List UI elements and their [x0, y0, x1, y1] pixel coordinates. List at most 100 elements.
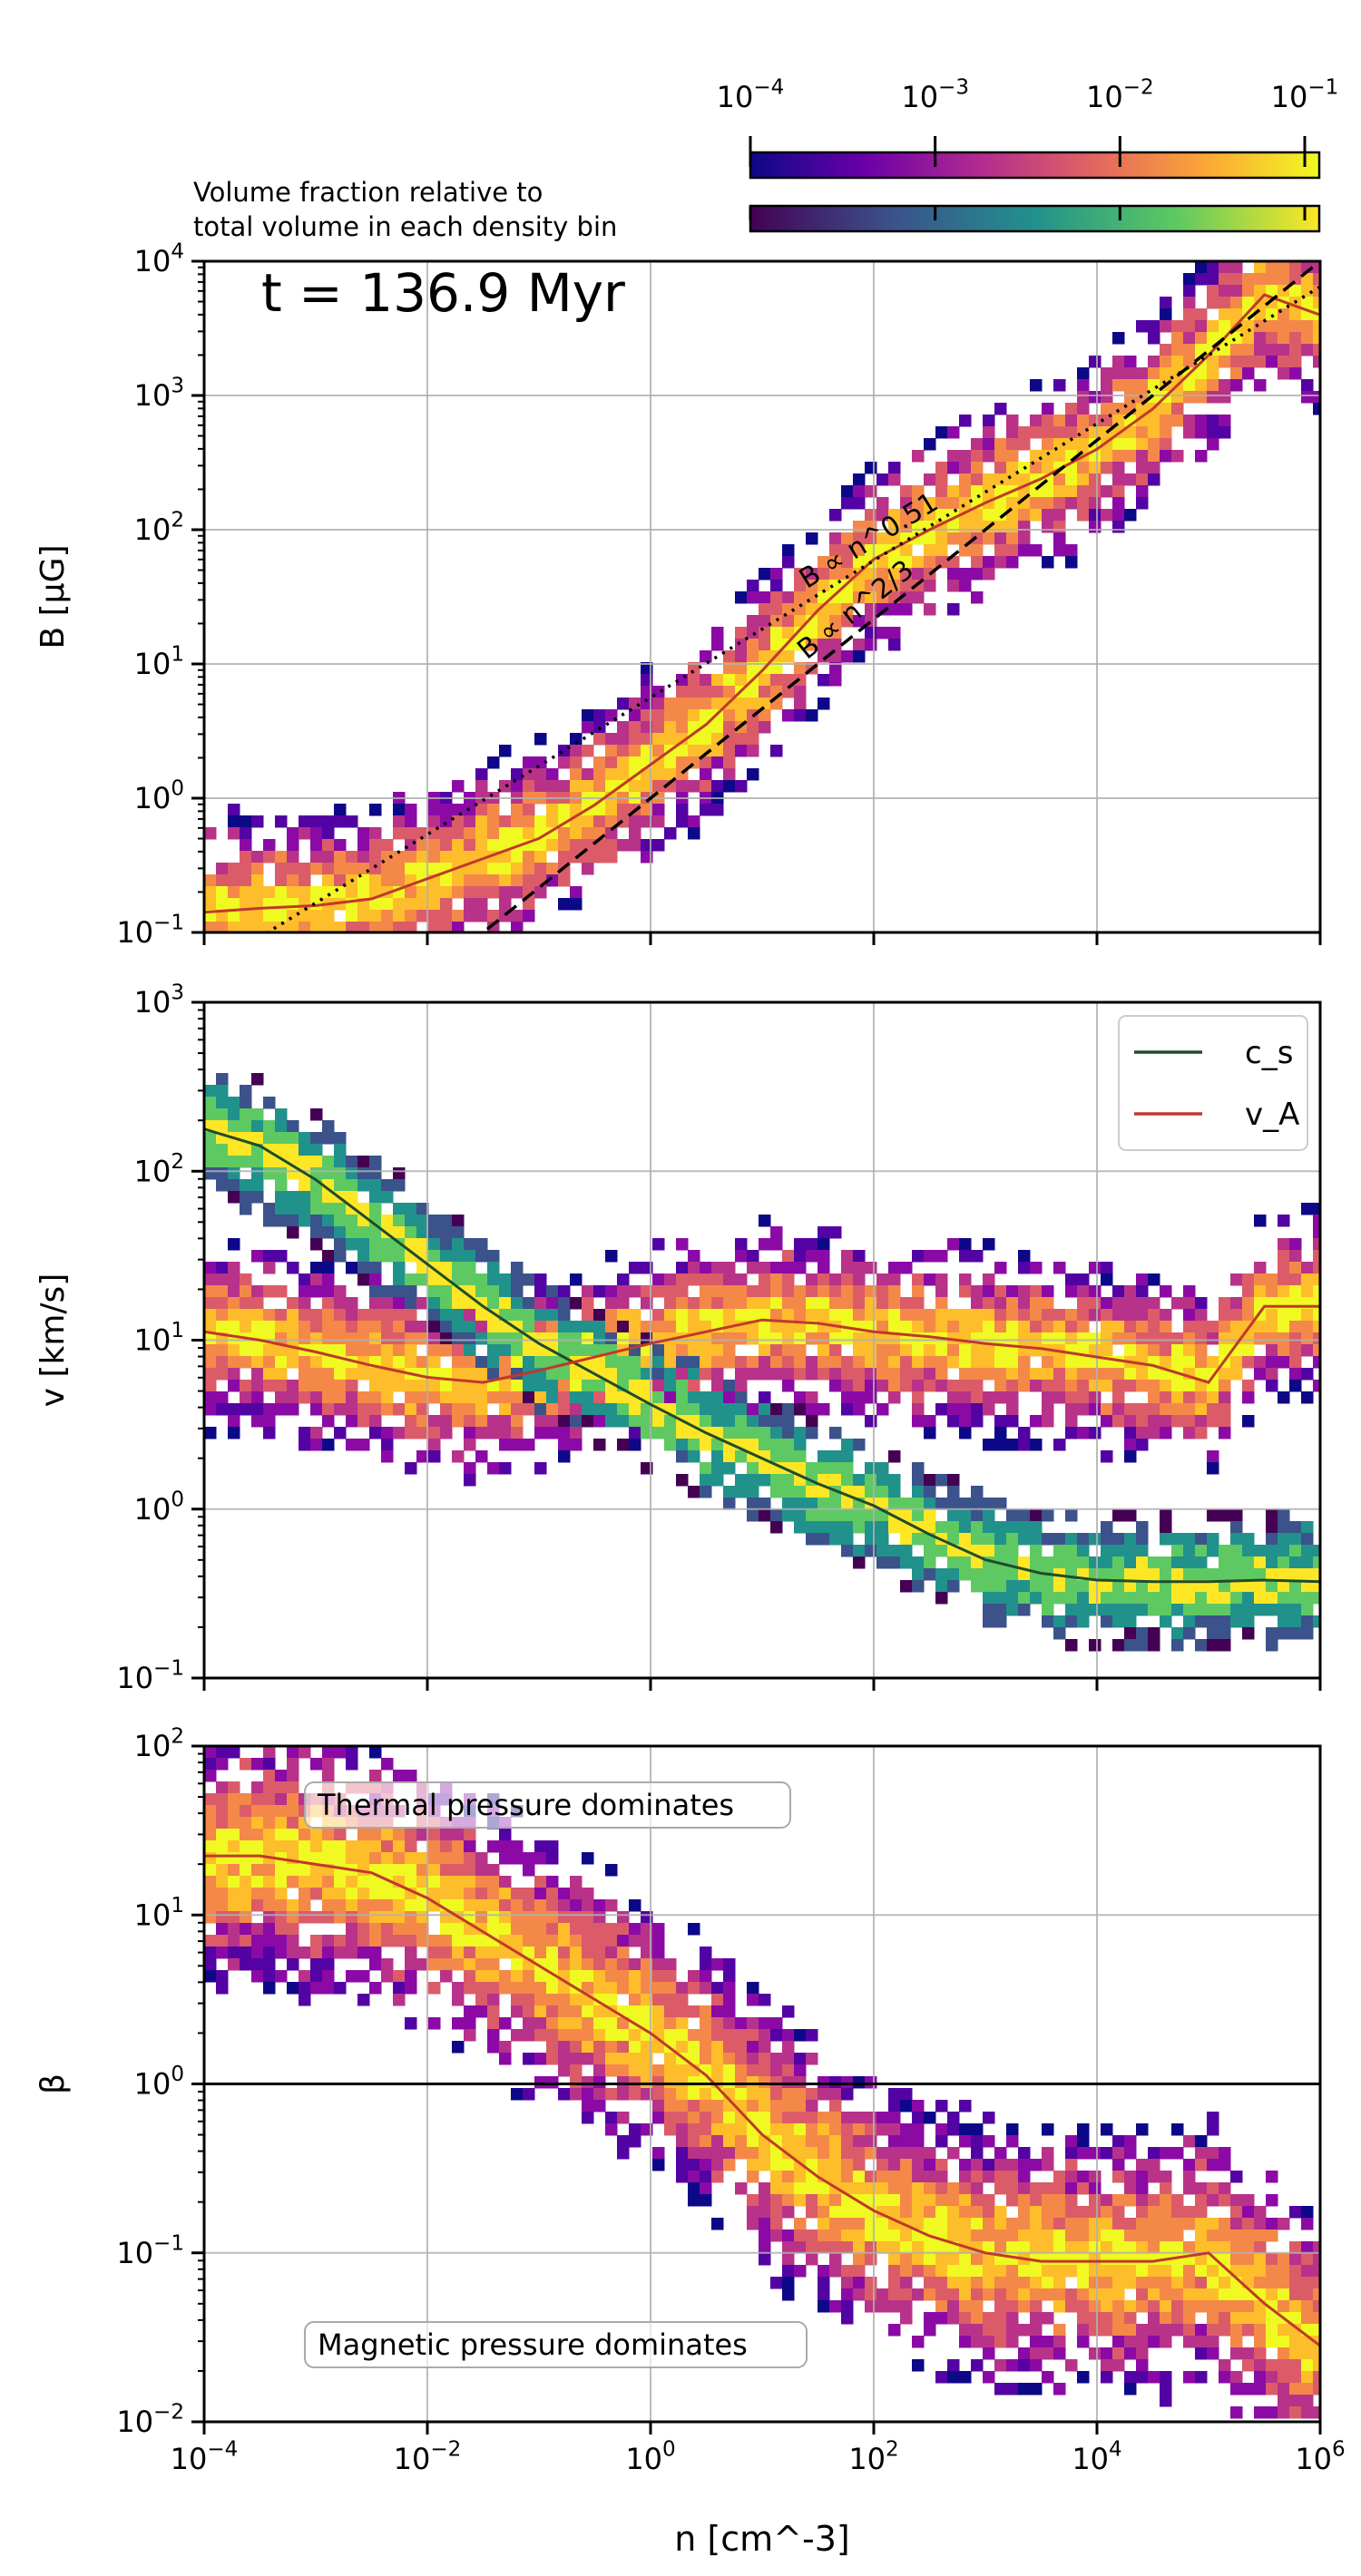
- heatmap-cell: [747, 2088, 759, 2101]
- heatmap-cell: [652, 839, 665, 852]
- heatmap-cell: [1101, 2300, 1113, 2313]
- heatmap-cell: [829, 1462, 842, 1475]
- heatmap-cell: [994, 532, 1007, 545]
- heatmap-cell: [664, 756, 677, 769]
- heatmap-cell: [759, 1439, 771, 1451]
- heatmap-cell: [487, 1262, 500, 1274]
- heatmap-cell: [487, 1368, 500, 1381]
- heatmap-cell: [1278, 1215, 1290, 1227]
- heatmap-cell: [570, 2005, 583, 2018]
- heatmap-cell: [593, 1321, 606, 1333]
- heatmap-cell: [688, 1450, 700, 1463]
- heatmap-cell: [1207, 2123, 1219, 2136]
- heatmap-cell: [1053, 1391, 1066, 1404]
- heatmap-cell: [794, 1427, 807, 1439]
- heatmap-cell: [1289, 2383, 1302, 2395]
- heatmap-cell: [841, 2123, 854, 2136]
- heatmap-cell: [1254, 2347, 1267, 2360]
- heatmap-cell: [676, 2171, 689, 2183]
- heatmap-cell: [1136, 320, 1149, 333]
- heatmap-cell: [1053, 1556, 1066, 1569]
- heatmap-cell: [1266, 2359, 1278, 2372]
- heatmap-cell: [204, 1297, 217, 1310]
- heatmap-cell: [924, 2147, 936, 2160]
- heatmap-cell: [700, 2147, 712, 2160]
- heatmap-cell: [1112, 1592, 1125, 1605]
- heatmap-cell: [287, 1403, 299, 1416]
- heatmap-cell: [228, 1120, 240, 1133]
- heatmap-cell: [440, 1888, 453, 1900]
- heatmap-cell: [794, 2053, 807, 2065]
- heatmap-cell: [334, 1899, 347, 1912]
- heatmap-cell: [853, 532, 866, 545]
- heatmap-cell: [1242, 2230, 1255, 2242]
- heatmap-cell: [700, 1285, 712, 1298]
- heatmap-cell: [1313, 1344, 1320, 1357]
- heatmap-cell: [1278, 1580, 1290, 1593]
- heatmap-cell: [1160, 1403, 1172, 1416]
- heatmap-cell: [1053, 1533, 1066, 1546]
- heatmap-cell: [228, 886, 240, 899]
- heatmap-cell: [1230, 1309, 1243, 1322]
- heatmap-cell: [688, 2076, 700, 2089]
- heatmap-cell: [841, 1356, 854, 1369]
- heatmap-cell: [334, 1344, 347, 1357]
- heatmap-cell: [1006, 1368, 1019, 1381]
- heatmap-cell: [464, 1439, 476, 1451]
- heatmap-cell: [275, 1368, 288, 1381]
- heatmap-cell: [275, 886, 288, 899]
- heatmap-cell: [747, 2100, 759, 2113]
- heatmap-cell: [994, 1332, 1007, 1345]
- heatmap-cell: [1313, 1250, 1320, 1263]
- heatmap-cell: [1266, 2277, 1278, 2289]
- heatmap-cell: [994, 2383, 1007, 2395]
- heatmap-cell: [251, 910, 264, 922]
- heatmap-cell: [1006, 1545, 1019, 1557]
- heatmap-cell: [1301, 320, 1314, 333]
- heatmap-cell: [381, 1368, 394, 1381]
- heatmap-cell: [216, 910, 229, 922]
- heatmap-cell: [546, 1403, 559, 1416]
- heatmap-cell: [1112, 1568, 1125, 1581]
- panel-magnetic-field: B ∝ n^0.51B ∝ n^2/310−1100101102103104B …: [34, 240, 1322, 950]
- heatmap-cell: [818, 2135, 830, 2148]
- heatmap-cell: [263, 1829, 276, 1841]
- heatmap-cell: [829, 2159, 842, 2171]
- heatmap-cell: [747, 2017, 759, 2030]
- heatmap-cell: [1219, 1309, 1231, 1322]
- heatmap-cell: [1313, 2324, 1320, 2337]
- heatmap-cell: [806, 2100, 818, 2113]
- heatmap-cell: [747, 627, 759, 639]
- heatmap-cell: [806, 532, 818, 545]
- heatmap-cell: [1301, 2277, 1314, 2289]
- heatmap-cell: [876, 1380, 889, 1392]
- heatmap-cell: [1065, 1368, 1078, 1381]
- heatmap-cell: [534, 2029, 547, 2042]
- heatmap-cell: [829, 662, 842, 675]
- heatmap-cell: [747, 2147, 759, 2160]
- heatmap-cell: [216, 1876, 229, 1888]
- heatmap-cell: [1136, 2347, 1149, 2360]
- heatmap-cell: [1160, 1592, 1172, 1605]
- heatmap-cell: [405, 1899, 417, 1912]
- heatmap-cell: [369, 1297, 382, 1310]
- heatmap-cell: [1124, 2277, 1137, 2289]
- heatmap-cell: [782, 2135, 795, 2148]
- heatmap-cell: [900, 509, 913, 522]
- heatmap-cell: [287, 1864, 299, 1877]
- heatmap-cell: [1242, 1332, 1255, 1345]
- heatmap-cell: [912, 1462, 925, 1475]
- heatmap-cell: [1171, 391, 1184, 404]
- heatmap-cell: [947, 1498, 960, 1510]
- fit-line-dotted: [264, 285, 1320, 932]
- heatmap-cell: [1042, 1391, 1054, 1404]
- heatmap-cell: [983, 2218, 995, 2230]
- heatmap-cell: [1230, 1368, 1243, 1381]
- heatmap-cell: [216, 898, 229, 911]
- heatmap-cell: [204, 1947, 217, 1959]
- legend-box: [1118, 1015, 1308, 1151]
- heatmap-cell: [1171, 1580, 1184, 1593]
- heatmap-cell: [1160, 403, 1172, 415]
- heatmap-cell: [381, 1380, 394, 1392]
- heatmap-cell: [251, 863, 264, 875]
